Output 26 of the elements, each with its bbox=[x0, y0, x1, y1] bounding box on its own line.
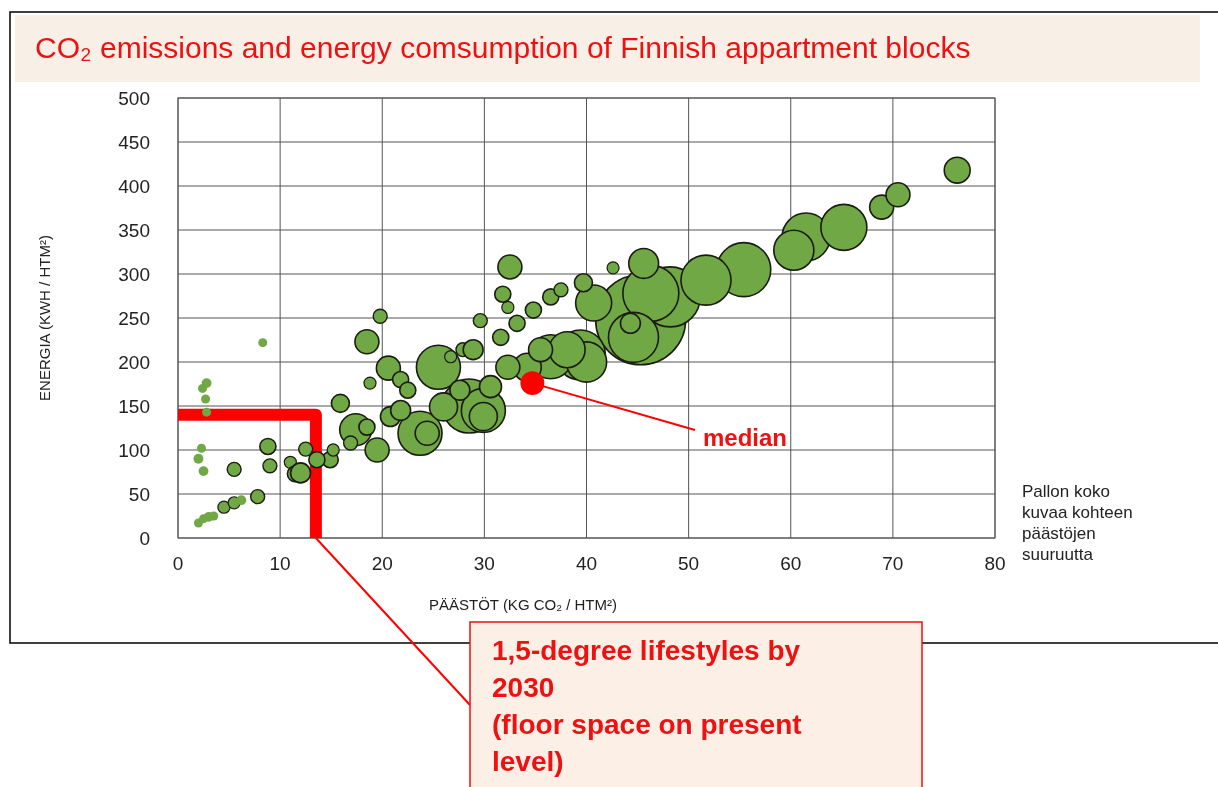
x-tick-label: 40 bbox=[575, 553, 598, 574]
y-tick-label: 250 bbox=[118, 307, 150, 329]
y-tick-label: 500 bbox=[118, 87, 150, 109]
annotation: 1,5-degree lifestyles by 2030 (floor space on present level) bbox=[492, 635, 802, 777]
x-axis-title: PÄÄSTÖT (KG CO₂ / HTM²) bbox=[428, 596, 618, 613]
x-tick-label: 50 bbox=[678, 553, 700, 574]
y-tick-label: 150 bbox=[118, 395, 150, 417]
y-axis-title: ENERGIA (KWH / HTM²) bbox=[36, 235, 53, 401]
text: Pallon koko kuvaa kohteen päästöjen suuruutta bbox=[1022, 482, 1133, 564]
annotation: median bbox=[703, 424, 788, 451]
y-tick-label: 50 bbox=[128, 483, 150, 505]
y-tick-label: 400 bbox=[118, 175, 150, 197]
y-tick-label: 0 bbox=[139, 527, 150, 549]
x-tick-label: 70 bbox=[882, 553, 904, 574]
x-tick-label: 20 bbox=[371, 553, 393, 574]
y-tick-label: 300 bbox=[118, 263, 150, 285]
chart-title: CO₂ emissions and energy comsumption of Finnish appartment blocks bbox=[35, 31, 971, 64]
y-tick-label: 450 bbox=[118, 131, 150, 153]
x-tick-label: 60 bbox=[780, 553, 802, 574]
x-tick-label: 0 bbox=[172, 553, 184, 574]
x-tick-label: 10 bbox=[269, 553, 291, 574]
y-tick-label: 100 bbox=[118, 439, 150, 461]
y-tick-label: 350 bbox=[118, 219, 150, 241]
x-tick-label: 30 bbox=[473, 553, 495, 574]
y-tick-label: 200 bbox=[118, 351, 150, 373]
x-tick-label: 80 bbox=[984, 553, 1006, 574]
